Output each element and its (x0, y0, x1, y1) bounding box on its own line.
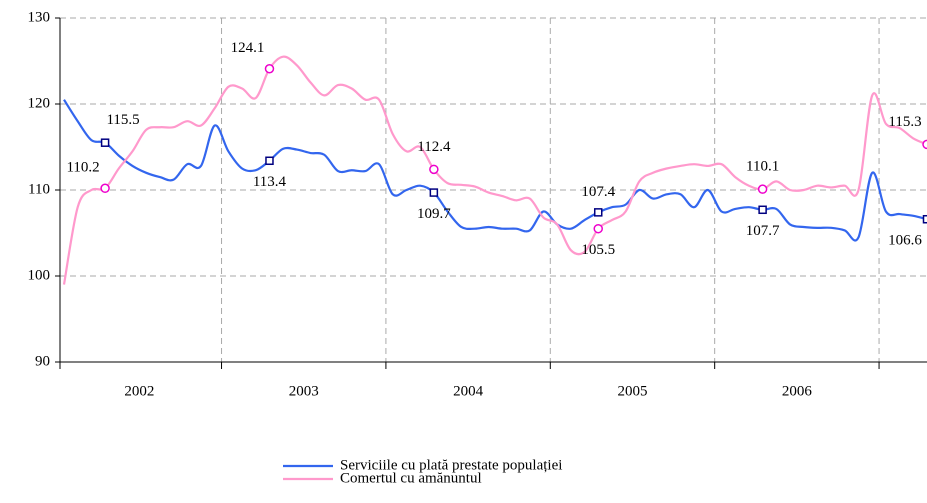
x-tick-label: 2006 (782, 383, 813, 399)
marker (757, 184, 768, 194)
data-label: 107.7 (746, 223, 780, 239)
y-tick-label: 130 (28, 9, 51, 25)
marker (593, 223, 603, 234)
legend-label: Comertul cu amănuntul (340, 470, 482, 486)
data-label: 124.1 (231, 40, 265, 56)
data-label: 110.2 (66, 160, 99, 176)
data-label: 112.4 (417, 139, 451, 155)
marker (100, 183, 110, 194)
y-tick-label: 110 (28, 181, 50, 197)
marker (100, 138, 110, 147)
marker (922, 139, 927, 150)
data-label: 109.7 (417, 206, 451, 222)
x-tick-label: 2002 (124, 383, 154, 399)
data-label: 107.4 (581, 184, 615, 200)
marker (758, 205, 767, 215)
marker (264, 63, 275, 74)
y-tick-label: 120 (28, 95, 51, 111)
data-label: 105.5 (581, 242, 615, 258)
data-label: 115.5 (106, 112, 139, 128)
marker (265, 156, 274, 166)
data-label: 115.3 (888, 114, 921, 130)
line (63, 99, 927, 242)
line (62, 55, 927, 285)
marker (922, 214, 927, 224)
data-label: 113.4 (253, 174, 287, 190)
data-label: 110.1 (746, 159, 779, 175)
marker (429, 188, 439, 197)
data-label: 106.6 (888, 233, 922, 249)
y-tick-label: 100 (28, 267, 51, 283)
marker (593, 208, 603, 217)
x-tick-label: 2003 (289, 383, 319, 399)
y-tick-label: 90 (35, 353, 50, 369)
legend-label: Serviciile cu plată prestate populației (340, 457, 562, 473)
x-tick-label: 2005 (617, 383, 647, 399)
x-tick-label: 2004 (453, 383, 484, 399)
marker (429, 164, 439, 175)
